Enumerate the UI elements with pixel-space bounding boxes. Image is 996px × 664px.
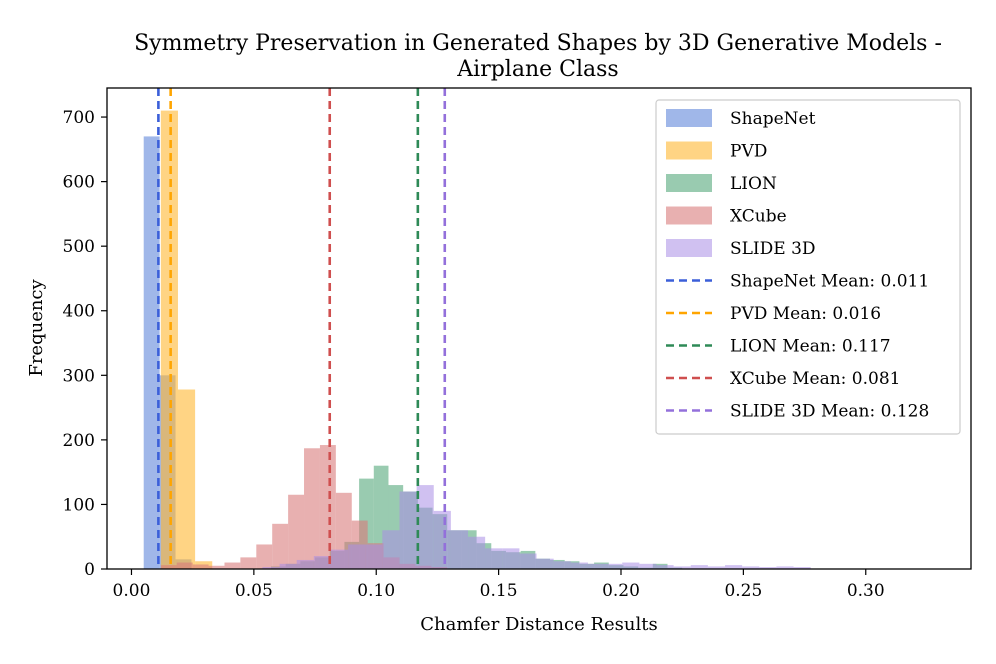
bar-xcube [224, 562, 241, 569]
bar-slide-3d [348, 544, 366, 569]
legend-swatch-lion [666, 174, 712, 192]
bar-slide-3d [656, 565, 674, 569]
plot-area [106, 87, 972, 570]
bar-xcube [240, 557, 257, 569]
bar-slide-3d [502, 548, 520, 569]
legend-swatch-shapenet [666, 109, 712, 127]
bar-slide-3d [639, 563, 657, 569]
y-axis-label: Frequency [26, 278, 47, 376]
bar-slide-3d [622, 562, 640, 569]
y-tick-label: 0 [84, 560, 95, 580]
bar-slide-3d [382, 530, 400, 569]
legend: ShapeNet PVD LION XCube SLIDE 3D ShapeNet Mea… [655, 99, 961, 435]
bar-slide-3d [519, 553, 537, 569]
chart-title-line2: Airplane Class [456, 57, 618, 82]
y-tick-label: 500 [63, 237, 95, 257]
bar-slide-3d [296, 559, 314, 569]
bar-xcube [304, 448, 320, 569]
y-tick-label: 600 [63, 173, 95, 193]
y-tick-label: 300 [63, 366, 95, 386]
bar-slide-3d [707, 566, 726, 569]
x-tick-label: 0.20 [602, 581, 640, 601]
legend-label-slide-3d-mean: SLIDE 3D Mean: 0.128 [730, 402, 929, 422]
bar-slide-3d [399, 491, 417, 569]
series-pvd [160, 110, 213, 569]
bar-slide-3d [570, 562, 588, 569]
x-tick-label: 0.00 [113, 581, 151, 601]
chart-title-line1: Symmetry Preservation in Generated Shape… [134, 31, 942, 56]
bar-slide-3d [416, 485, 434, 569]
legend-label-shapenet: ShapeNet [730, 109, 816, 129]
y-axis: 0 100 200 300 400 500 600 700 [63, 108, 107, 580]
bar-slide-3d [468, 536, 486, 569]
bar-xcube [208, 565, 225, 569]
legend-swatch-xcube [666, 206, 712, 225]
bar-xcube [288, 494, 305, 569]
bar-slide-3d [690, 565, 708, 569]
legend-label-pvd-mean: PVD Mean: 0.016 [730, 304, 881, 324]
bars-layer [143, 110, 811, 570]
bar-xcube [160, 565, 177, 569]
bar-shapenet [143, 136, 160, 570]
legend-label-xcube-mean: XCube Mean: 0.081 [730, 369, 900, 389]
y-tick-label: 400 [63, 302, 95, 322]
legend-label-pvd: PVD [730, 142, 767, 162]
bar-slide-3d [433, 510, 451, 569]
mean-lines-layer [157, 88, 447, 569]
bar-xcube [256, 544, 273, 569]
x-axis: 0.00 0.05 0.10 0.15 0.20 0.25 0.30 [113, 569, 885, 601]
y-tick-label: 200 [63, 431, 95, 451]
x-tick-label: 0.30 [847, 581, 885, 601]
x-axis-label: Chamfer Distance Results [420, 614, 658, 635]
bar-slide-3d [673, 566, 691, 569]
bar-slide-3d [262, 567, 280, 569]
bar-xcube [176, 562, 193, 569]
legend-swatch-slide-3d [666, 239, 712, 257]
bar-slide-3d [330, 549, 349, 569]
bar-slide-3d [553, 561, 571, 569]
bar-slide-3d [485, 548, 503, 569]
x-tick-label: 0.05 [235, 581, 273, 601]
x-tick-label: 0.25 [724, 581, 762, 601]
legend-label-lion-mean: LION Mean: 0.117 [730, 337, 891, 357]
series-slide-3d [262, 485, 811, 569]
legend-swatch-pvd [666, 141, 712, 160]
legend-label-xcube: XCube [730, 207, 787, 227]
y-tick-label: 100 [63, 495, 95, 515]
bar-slide-3d [536, 558, 554, 569]
bar-slide-3d [279, 563, 297, 569]
bar-slide-3d [759, 567, 777, 569]
bar-xcube [319, 445, 336, 569]
legend-label-slide-3d: SLIDE 3D [730, 239, 816, 259]
legend-box [655, 99, 961, 435]
axes-frame [106, 87, 972, 570]
bar-pvd [177, 389, 196, 569]
bar-slide-3d [365, 544, 383, 569]
y-tick-label: 700 [63, 108, 95, 128]
bar-slide-3d [776, 566, 794, 569]
bar-slide-3d [313, 556, 331, 569]
bar-slide-3d [793, 567, 811, 569]
legend-label-lion: LION [730, 174, 777, 194]
legend-label-shapenet-mean: ShapeNet Mean: 0.011 [730, 272, 929, 292]
bar-xcube [272, 523, 289, 569]
bar-slide-3d [725, 565, 743, 569]
bar-slide-3d [450, 530, 469, 569]
bar-slide-3d [605, 563, 623, 569]
x-tick-label: 0.10 [357, 581, 395, 601]
x-tick-label: 0.15 [480, 581, 518, 601]
bar-slide-3d [742, 566, 760, 569]
bar-slide-3d [587, 563, 606, 569]
bar-xcube [192, 564, 209, 569]
